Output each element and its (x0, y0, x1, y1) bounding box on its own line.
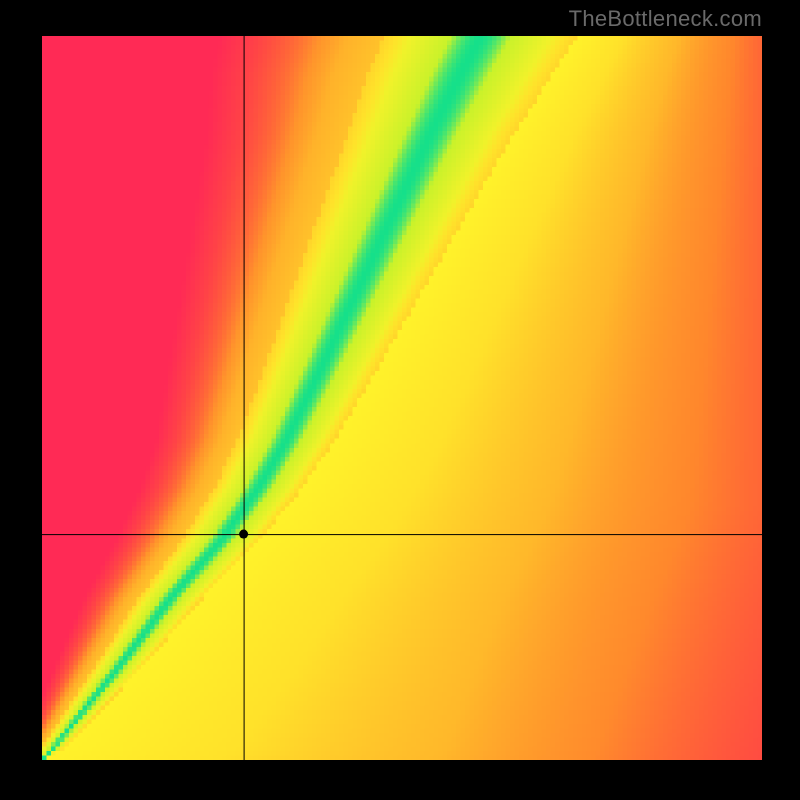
heatmap-overlay (42, 36, 762, 760)
chart-container: TheBottleneck.com (0, 0, 800, 800)
bottleneck-heatmap (42, 36, 762, 760)
watermark-text: TheBottleneck.com (569, 6, 762, 32)
